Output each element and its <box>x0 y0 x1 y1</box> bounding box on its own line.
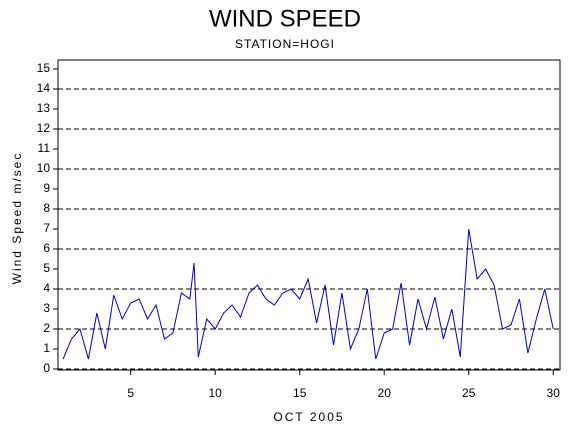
chart-title: WIND SPEED <box>209 5 361 32</box>
chart-subtitle: STATION=HOGI <box>235 37 335 51</box>
x-tick-label: 25 <box>462 386 476 400</box>
y-tick-label: 10 <box>37 161 51 175</box>
y-tick-label: 1 <box>43 341 50 355</box>
x-tick-label: 5 <box>127 386 134 400</box>
y-tick-label: 2 <box>43 321 50 335</box>
y-tick-label: 14 <box>37 81 51 95</box>
y-tick-label: 7 <box>43 221 50 235</box>
y-tick-label: 15 <box>37 61 51 75</box>
y-axis-label: Wind Speed m/sec <box>10 152 24 285</box>
y-tick-label: 12 <box>37 121 51 135</box>
x-axis-label: OCT 2005 <box>273 410 344 424</box>
y-tick-label: 11 <box>38 141 51 155</box>
y-tick-label: 6 <box>43 241 50 255</box>
data-line <box>62 228 554 360</box>
x-tick-label: 10 <box>209 386 223 400</box>
y-tick-label: 9 <box>43 181 50 195</box>
y-tick-label: 4 <box>43 281 50 295</box>
x-tick-label: 15 <box>293 386 307 400</box>
y-tick-label: 0 <box>43 361 50 375</box>
y-tick-label: 8 <box>43 201 50 215</box>
x-tick-label: 30 <box>547 386 561 400</box>
y-tick-label: 13 <box>37 101 51 115</box>
y-tick-label: 5 <box>43 261 50 275</box>
plot-frame <box>57 59 561 371</box>
x-tick-label: 20 <box>378 386 392 400</box>
y-tick-label: 3 <box>43 301 50 315</box>
